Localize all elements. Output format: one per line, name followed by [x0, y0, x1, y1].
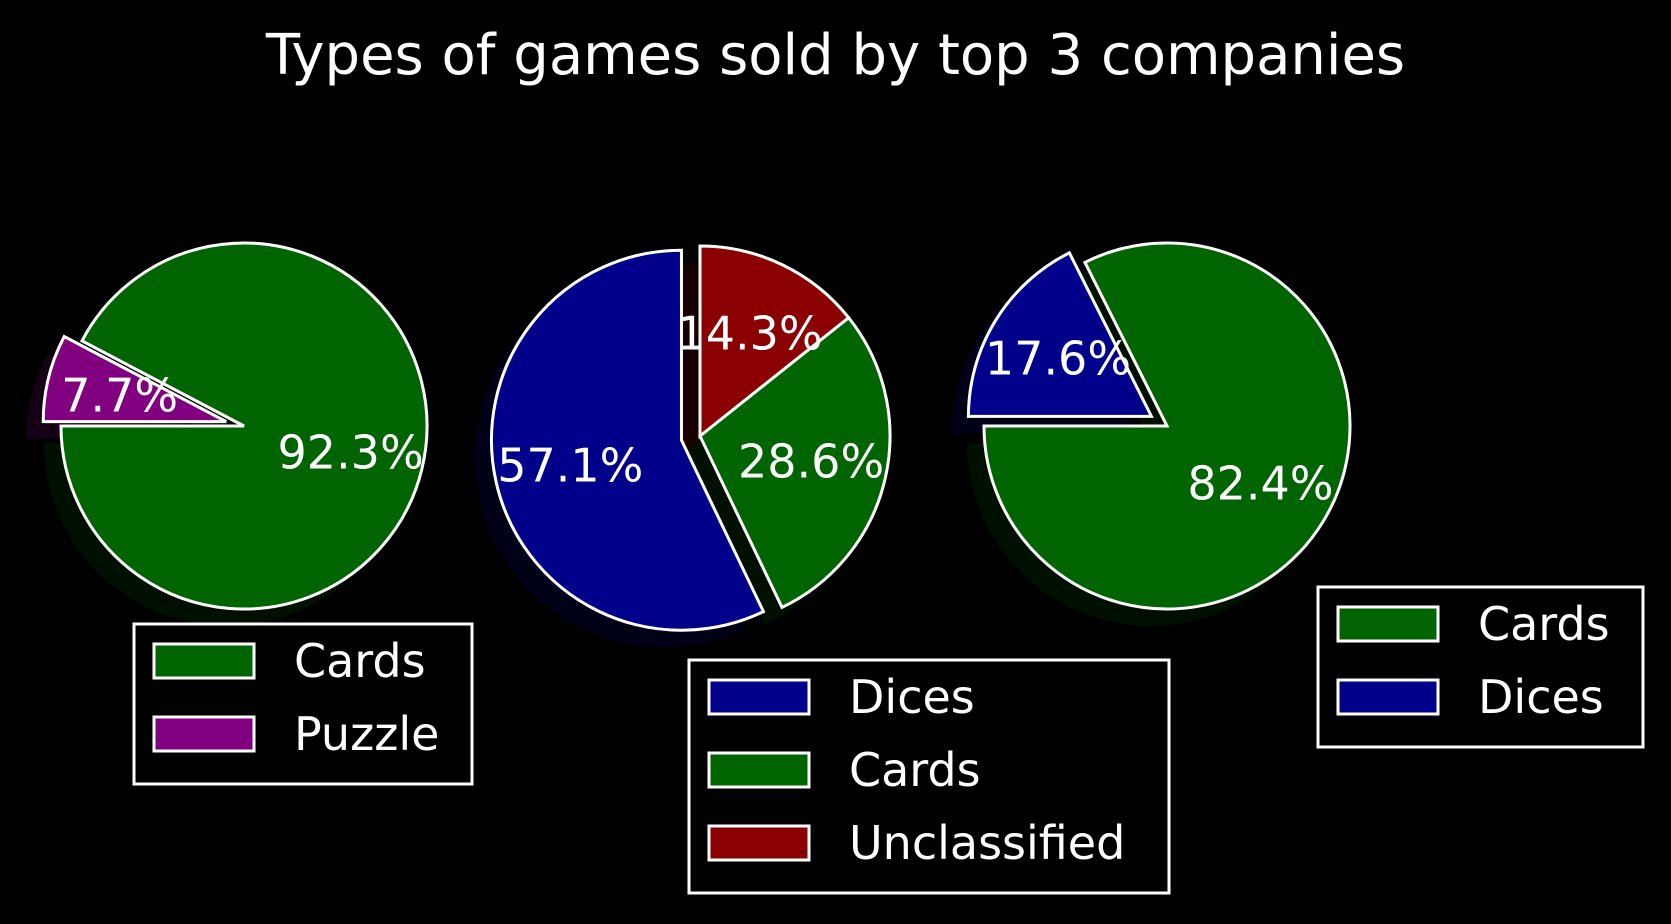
pie-1-legend-swatch-puzzle [152, 715, 256, 753]
pie-1-slice-cards [59, 241, 429, 611]
pie-3-legend: Cards Dices [1316, 585, 1645, 749]
pie-2-pct-label-unclassified: 14.3% [676, 306, 822, 360]
pie-3-pct-label-dices: 17.6% [985, 332, 1131, 386]
pie-2-pct-label-dices: 57.1% [497, 438, 643, 492]
pie-2-legend-swatch-unclassified [707, 824, 811, 862]
pie-1-pct-label-puzzle: 7.7% [61, 368, 178, 422]
pie-3-pct-label-cards: 82.4% [1187, 457, 1333, 511]
chart-title: Types of games sold by top 3 companies [265, 23, 1406, 88]
pie-2-slice-dices [489, 248, 766, 632]
pie-3-legend-label-cards: Cards [1478, 597, 1610, 651]
pie-1-slice-puzzle [41, 334, 227, 424]
pie-2-slice-cards [698, 315, 892, 610]
pie-3-slice-cards [982, 241, 1352, 611]
pie-chart-1: 92.3% 7.7% [26, 241, 429, 627]
pie-3-legend-label-dices: Dices [1478, 670, 1604, 724]
pie-3-legend-swatch-dices [1336, 678, 1440, 716]
pie-2-legend-label-dices: Dices [849, 670, 975, 724]
pie-chart-3: 82.4% 17.6% [951, 241, 1352, 626]
pie-1-pct-label-cards: 92.3% [278, 425, 424, 479]
pie-1-legend-label-cards: Cards [294, 634, 426, 688]
pie-2-legend-swatch-dices [707, 678, 811, 716]
pie-2-pct-label-cards: 28.6% [738, 435, 884, 489]
pie-2-slice-unclassified [698, 244, 851, 440]
pie-1-legend-label-puzzle: Puzzle [294, 707, 439, 761]
pie-1-legend-swatch-cards [152, 642, 256, 680]
pie-chart-2: 57.1% 28.6% 14.3% [474, 244, 892, 648]
pie-3-legend-swatch-cards [1336, 605, 1440, 643]
pie-2-legend-label-unclassified: Unclassified [849, 816, 1125, 870]
pie-2-legend-swatch-cards [707, 751, 811, 789]
pie-2-legend: Dices Cards Unclassified [687, 658, 1171, 895]
pie-3-slice-dices [966, 250, 1154, 418]
pie-2-legend-label-cards: Cards [849, 743, 981, 797]
pie-1-legend: Cards Puzzle [132, 622, 474, 786]
